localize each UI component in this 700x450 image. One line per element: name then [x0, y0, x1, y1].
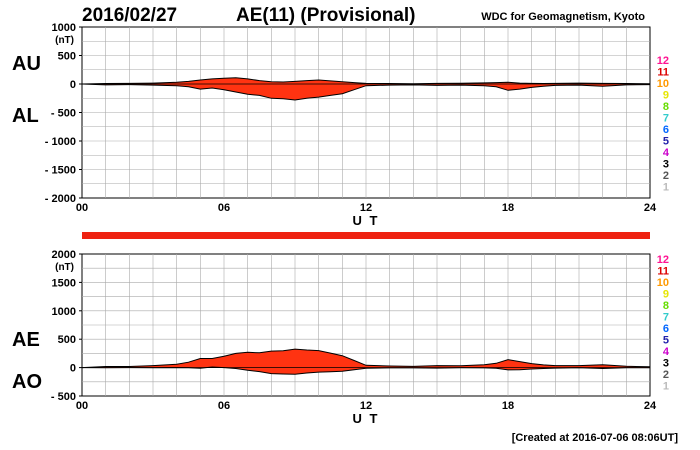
- x-tick-label: 24: [644, 202, 657, 214]
- y-tick-label: 500: [58, 51, 76, 63]
- y-tick-label: - 1000: [45, 136, 76, 148]
- station-label: 7: [663, 113, 669, 125]
- station-label: 2: [663, 369, 669, 381]
- series-label-au: AU: [12, 53, 41, 75]
- station-label: 8: [663, 300, 669, 312]
- y-tick-label: 500: [58, 334, 76, 346]
- y-tick-label: 1000: [52, 22, 76, 34]
- y-tick-label: - 500: [51, 391, 76, 403]
- series-label-ao: AO: [12, 371, 42, 393]
- station-label: 4: [663, 346, 670, 358]
- series-label-ae: AE: [12, 329, 40, 351]
- source-credit: WDC for Geomagnetism, Kyoto: [481, 11, 645, 23]
- y-tick-label: - 2000: [45, 193, 76, 205]
- y-tick-label: - 1500: [45, 165, 76, 177]
- date-title: 2016/02/27: [82, 5, 178, 26]
- x-tick-label: 12: [360, 400, 372, 412]
- y-tick-label: 1000: [52, 306, 76, 318]
- series-line-al: [81, 83, 651, 101]
- chart-title: AE(11) (Provisional): [236, 5, 416, 26]
- station-label: 5: [663, 136, 669, 148]
- series-line-au: [81, 77, 651, 85]
- station-label: 10: [657, 78, 669, 90]
- station-label: 11: [657, 67, 669, 79]
- station-label: 3: [663, 358, 669, 370]
- area-fill-au-al: [82, 77, 650, 100]
- x-tick-label: 24: [644, 400, 657, 412]
- y-unit-label: (nT): [55, 35, 74, 46]
- x-axis-label: U T: [353, 411, 380, 426]
- station-label: 1: [663, 182, 669, 194]
- station-label: 7: [663, 312, 669, 324]
- station-label: 6: [663, 124, 669, 136]
- y-tick-label: - 500: [51, 108, 76, 120]
- created-timestamp: [Created at 2016-07-06 08:06UT]: [511, 432, 678, 444]
- x-tick-label: 06: [218, 202, 230, 214]
- station-label: 12: [657, 254, 669, 266]
- station-label: 10: [657, 277, 669, 289]
- station-label: 6: [663, 323, 669, 335]
- station-label: 3: [663, 159, 669, 171]
- y-tick-label: 1500: [52, 277, 76, 289]
- series-label-al: AL: [12, 105, 39, 127]
- data-coverage-bar: [82, 232, 650, 239]
- station-label: 9: [663, 90, 669, 102]
- x-axis-label: U T: [353, 213, 380, 228]
- x-tick-label: 00: [76, 400, 88, 412]
- x-tick-label: 00: [76, 202, 88, 214]
- station-label: 1: [663, 381, 669, 393]
- station-label: 4: [663, 147, 670, 159]
- x-tick-label: 18: [502, 400, 514, 412]
- y-tick-label: 2000: [52, 249, 76, 261]
- station-label: 11: [657, 266, 669, 278]
- y-unit-label: (nT): [55, 262, 74, 273]
- station-label: 5: [663, 335, 669, 347]
- station-label: 8: [663, 101, 669, 113]
- y-tick-label: 0: [70, 79, 76, 91]
- station-label: 2: [663, 170, 669, 182]
- station-label: 9: [663, 289, 669, 301]
- y-tick-label: 0: [70, 363, 76, 375]
- series-line-ao: [81, 366, 650, 375]
- x-tick-label: 06: [218, 400, 230, 412]
- series-line-ae: [81, 348, 651, 369]
- x-tick-label: 12: [360, 202, 372, 214]
- station-label: 12: [657, 55, 669, 67]
- x-tick-label: 18: [502, 202, 514, 214]
